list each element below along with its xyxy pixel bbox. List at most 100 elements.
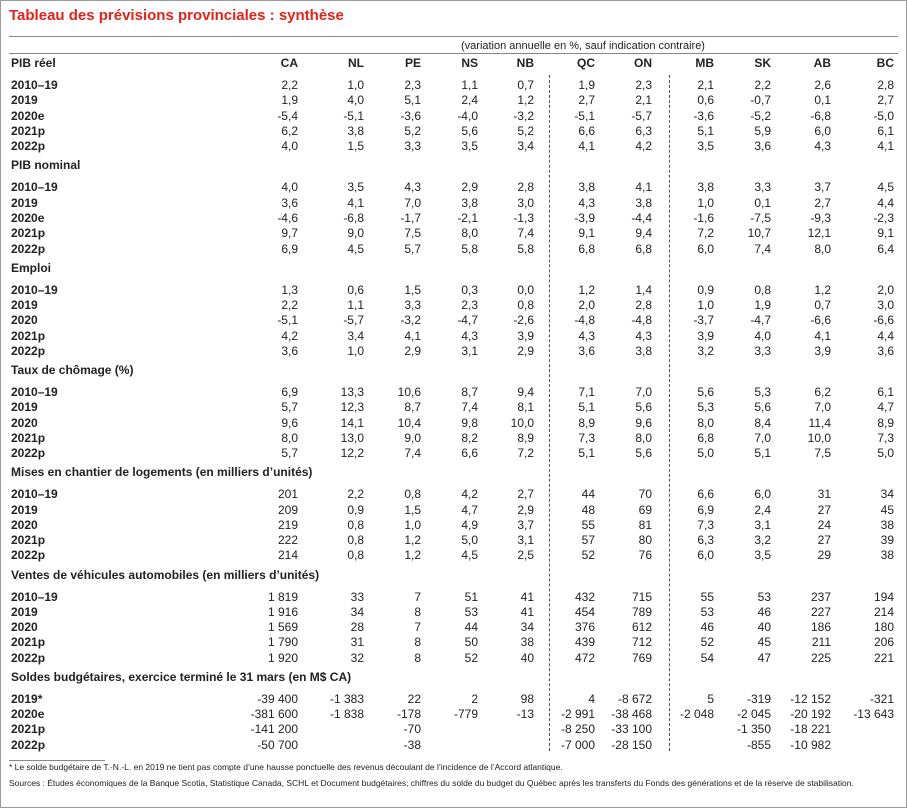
- cell: -5,7: [631, 108, 652, 123]
- cell: 12,3: [340, 400, 364, 415]
- column-header: QC: [577, 56, 595, 70]
- cell: -3,6: [400, 108, 421, 123]
- cell: 5,6: [697, 384, 714, 399]
- cell: 45: [757, 635, 771, 650]
- row-label: 2021p: [11, 123, 46, 138]
- cell: 3,6: [281, 343, 298, 358]
- cell: 6,3: [697, 533, 714, 548]
- row-label: 2021p: [11, 328, 46, 343]
- cell: -321: [869, 691, 894, 706]
- cell: -1 838: [329, 707, 364, 722]
- cell: 0,1: [754, 195, 771, 210]
- section-title: PIB réel: [11, 56, 56, 70]
- cell: 3,3: [754, 180, 771, 195]
- cell: 5,1: [404, 93, 421, 108]
- row-label: 2020e: [11, 108, 45, 123]
- cell: 222: [277, 533, 298, 548]
- cell: -2 048: [679, 707, 714, 722]
- cell: 472: [574, 650, 595, 665]
- cell: 7,3: [697, 517, 714, 532]
- cell: 206: [873, 635, 894, 650]
- cell: 6,4: [877, 241, 894, 256]
- row-label: 2019: [11, 604, 38, 619]
- row-label: 2020: [11, 517, 38, 532]
- cell: 5,7: [404, 241, 421, 256]
- cell: 3,8: [635, 343, 652, 358]
- cell: 3,9: [517, 328, 534, 343]
- cell: 1 569: [267, 620, 298, 635]
- row-label: 2022p: [11, 548, 46, 563]
- cell: -141 200: [250, 722, 298, 737]
- cell: 6,8: [578, 241, 595, 256]
- cell: 2,8: [517, 180, 534, 195]
- cell: 0,1: [814, 93, 831, 108]
- cell: 8,9: [578, 415, 595, 430]
- cell: 3,2: [697, 343, 714, 358]
- cell: 9,7: [281, 226, 298, 241]
- cell: 5,2: [517, 123, 534, 138]
- cell: 5,6: [754, 400, 771, 415]
- cell: 9,8: [461, 415, 478, 430]
- cell: 214: [873, 604, 894, 619]
- cell: 3,1: [754, 517, 771, 532]
- cell: -7 000: [560, 737, 595, 752]
- cell: -1 383: [329, 691, 364, 706]
- cell: 7,0: [814, 400, 831, 415]
- cell: 2,8: [877, 78, 894, 92]
- cell: 2,9: [517, 502, 534, 517]
- cell: 4,5: [347, 241, 364, 256]
- cell: 3,8: [578, 180, 595, 195]
- cell: 5,6: [461, 123, 478, 138]
- cell: 2,1: [635, 93, 652, 108]
- cell: 2,3: [461, 297, 478, 312]
- cell: 1 790: [267, 635, 298, 650]
- cell: -20 192: [790, 707, 831, 722]
- cell: 0,7: [517, 78, 534, 92]
- cell: 6,6: [461, 446, 478, 461]
- cell: -2,3: [873, 210, 894, 225]
- cell: 194: [873, 589, 894, 604]
- row-label: 2022p: [11, 446, 46, 461]
- cell: 57: [581, 533, 595, 548]
- cell: 4,5: [461, 548, 478, 563]
- cell: 7,0: [635, 384, 652, 399]
- cell: -6,6: [873, 313, 894, 328]
- cell: 237: [810, 589, 831, 604]
- cell: 8,7: [404, 400, 421, 415]
- row-label: 2020e: [11, 210, 45, 225]
- cell: 612: [631, 620, 652, 635]
- row-label: 2022p: [11, 650, 46, 665]
- cell: 5,8: [517, 241, 534, 256]
- cell: 5,0: [461, 533, 478, 548]
- cell: 4: [588, 691, 595, 706]
- cell: 27: [817, 533, 831, 548]
- cell: -8 672: [617, 691, 652, 706]
- cell: 3,8: [697, 180, 714, 195]
- cell: 2,7: [578, 93, 595, 108]
- cell: 7,2: [697, 226, 714, 241]
- row-label: 2019: [11, 195, 38, 210]
- cell: 2,0: [578, 297, 595, 312]
- cell: 1,1: [347, 297, 364, 312]
- cell: 0,8: [404, 487, 421, 502]
- cell: 2,1: [697, 78, 714, 92]
- cell: 6,1: [877, 384, 894, 399]
- cell: 45: [880, 502, 894, 517]
- cell: 7,3: [877, 430, 894, 445]
- row-label: 2020e: [11, 707, 45, 722]
- cell: 0,8: [347, 517, 364, 532]
- cell: 4,3: [404, 180, 421, 195]
- cell: 4,1: [814, 328, 831, 343]
- cell: 1,5: [404, 502, 421, 517]
- row-label: 2019: [11, 400, 38, 415]
- cell: 3,9: [814, 343, 831, 358]
- cell: 3,2: [754, 533, 771, 548]
- cell: 40: [757, 620, 771, 635]
- cell: 3,5: [347, 180, 364, 195]
- cell: -9,3: [810, 210, 831, 225]
- cell: 9,1: [578, 226, 595, 241]
- cell: 12,1: [807, 226, 831, 241]
- column-header: NL: [348, 56, 364, 70]
- cell: 9,4: [635, 226, 652, 241]
- cell: -4,8: [631, 313, 652, 328]
